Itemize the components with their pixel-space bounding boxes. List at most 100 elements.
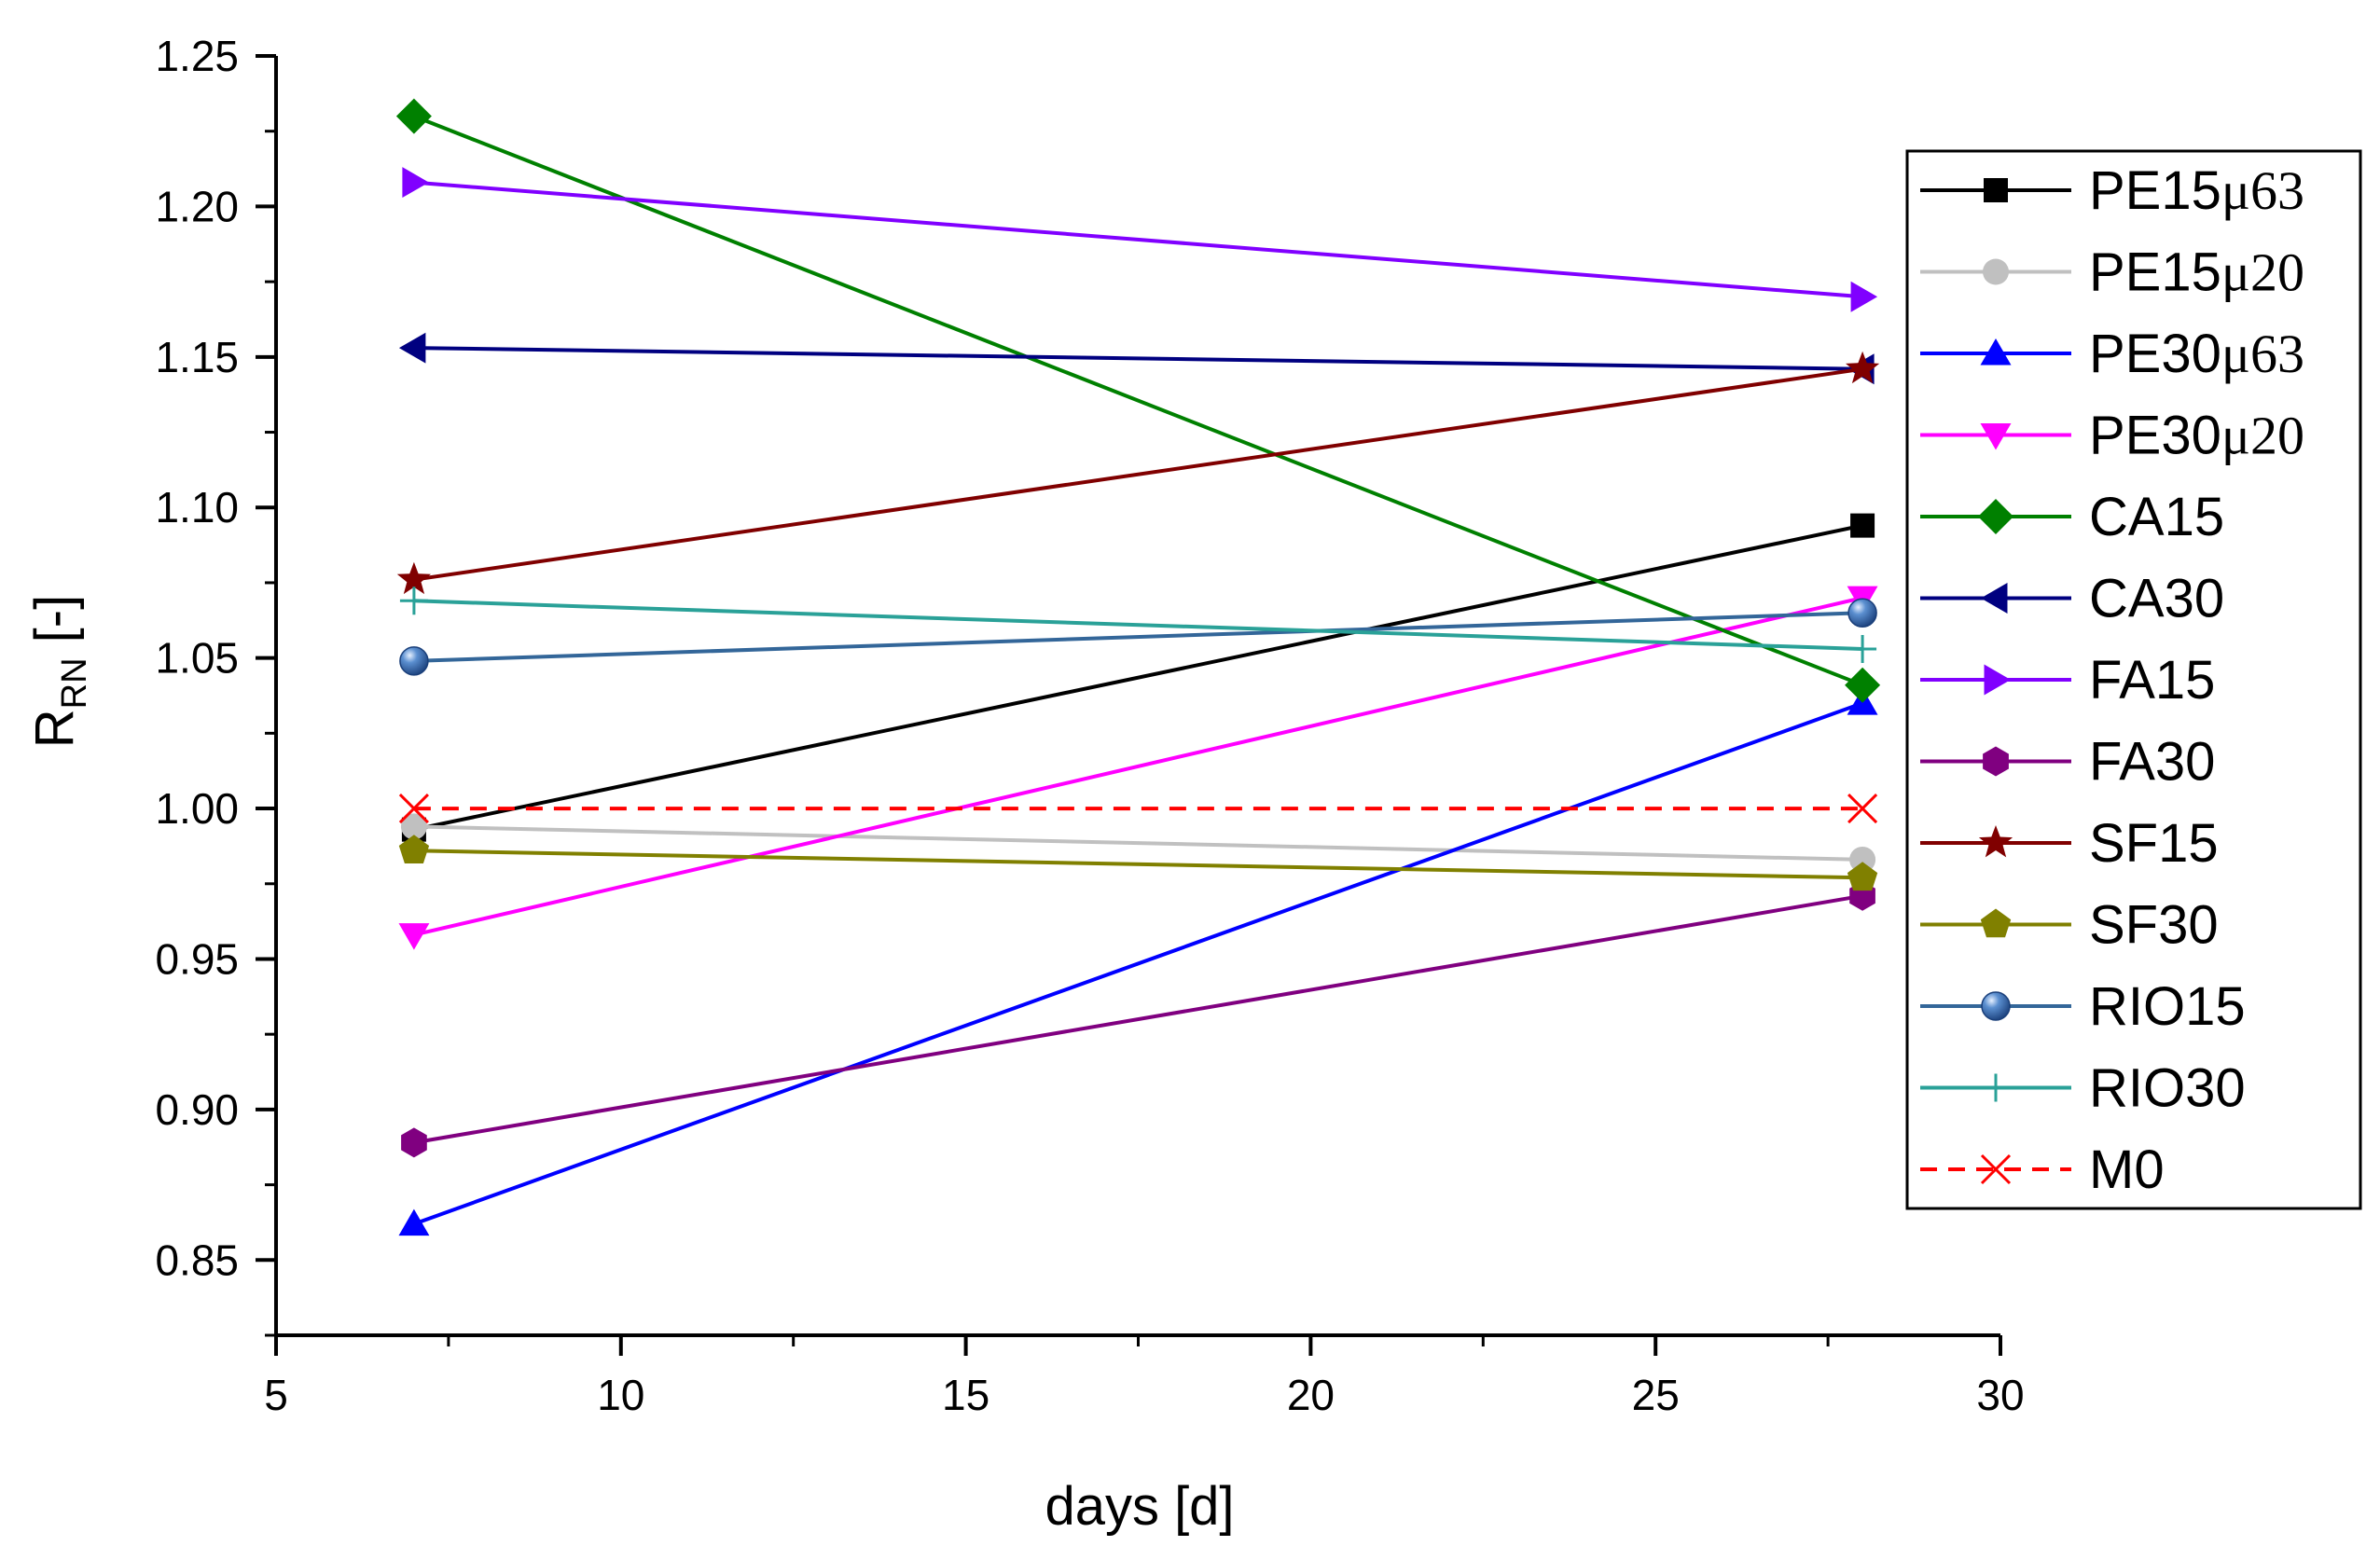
x-tick-label: 15 bbox=[942, 1371, 989, 1419]
series-ca30 bbox=[398, 332, 1875, 385]
data-point bbox=[1847, 598, 1877, 628]
y-tick-label: 0.90 bbox=[155, 1085, 239, 1134]
y-tick-label: 1.25 bbox=[155, 32, 239, 80]
legend-label: SF15 bbox=[2089, 813, 2219, 874]
legend-label-greek: μ63 bbox=[2221, 160, 2304, 221]
legend-label: SF30 bbox=[2089, 895, 2219, 956]
x-axis: 5 10 15 20 25 30 bbox=[264, 1333, 2025, 1419]
series-line bbox=[413, 596, 1863, 937]
data-point bbox=[398, 923, 430, 950]
x-tick-label: 25 bbox=[1632, 1371, 1680, 1419]
legend-marker bbox=[1980, 338, 2012, 366]
data-point bbox=[395, 98, 432, 134]
legend-label-prefix: PE30 bbox=[2089, 324, 2221, 384]
legend-item: RIO30 bbox=[1920, 1058, 2246, 1119]
data-point bbox=[1850, 513, 1875, 538]
series-line bbox=[413, 366, 1863, 582]
legend-marker bbox=[1978, 499, 2013, 534]
legend-label: M0 bbox=[2089, 1139, 2165, 1200]
y-tick-label: 1.05 bbox=[155, 634, 239, 683]
series-m0 bbox=[398, 793, 1878, 824]
legend-label-prefix: PE30 bbox=[2089, 406, 2221, 466]
data-point bbox=[401, 1127, 427, 1158]
series-ca15 bbox=[395, 98, 1881, 703]
series-sf15 bbox=[396, 351, 1880, 595]
data-point bbox=[1846, 351, 1880, 384]
series-line bbox=[413, 701, 1863, 1226]
legend-label: CA30 bbox=[2089, 569, 2224, 629]
series-line bbox=[413, 849, 1863, 880]
legend-label-greek: μ20 bbox=[2221, 242, 2304, 303]
legend-label-greek: μ20 bbox=[2221, 406, 2304, 466]
data-point bbox=[398, 793, 429, 824]
series-line bbox=[413, 824, 1863, 862]
legend-label: PE15μ20 bbox=[2089, 242, 2304, 303]
legend-marker bbox=[1983, 746, 2009, 777]
legend-label: PE30μ63 bbox=[2089, 324, 2304, 384]
series-sf30 bbox=[398, 835, 1878, 891]
series-line bbox=[413, 114, 1863, 687]
data-point bbox=[398, 332, 426, 364]
legend-item: PE30μ20 bbox=[1920, 406, 2304, 466]
series-pe30-mu63 bbox=[398, 688, 1878, 1236]
y-tick-label: 1.15 bbox=[155, 333, 239, 381]
legend-label-prefix: SF15 bbox=[2089, 813, 2219, 874]
legend-label-prefix: RIO30 bbox=[2089, 1058, 2246, 1119]
series-line bbox=[413, 893, 1863, 1145]
legend-label: RIO30 bbox=[2089, 1058, 2246, 1119]
legend-label-prefix: PE15 bbox=[2089, 160, 2221, 221]
y-tick-label: 1.10 bbox=[155, 483, 239, 532]
y-tick-label: 1.20 bbox=[155, 182, 239, 230]
series-line bbox=[413, 180, 1863, 299]
series-line bbox=[413, 599, 1863, 651]
legend-item: PE15μ63 bbox=[1920, 160, 2304, 221]
data-point bbox=[396, 561, 431, 595]
series-rio15 bbox=[399, 598, 1877, 676]
x-tick-label: 5 bbox=[264, 1371, 288, 1419]
x-tick-label: 10 bbox=[597, 1371, 644, 1419]
legend-item: SF15 bbox=[1920, 813, 2219, 874]
y-tick-label: 1.00 bbox=[155, 784, 239, 833]
series-line bbox=[413, 523, 1863, 832]
legend-item: PE15μ20 bbox=[1920, 242, 2304, 303]
x-tick-label: 30 bbox=[1976, 1371, 2024, 1419]
legend-label-greek: μ63 bbox=[2221, 324, 2304, 384]
legend-label: PE30μ20 bbox=[2089, 406, 2304, 466]
legend-marker bbox=[1981, 583, 2008, 614]
legend-marker bbox=[1984, 664, 2011, 696]
legend-label-prefix: SF30 bbox=[2089, 895, 2219, 956]
legend-item: PE30μ63 bbox=[1920, 324, 2304, 384]
y-axis-label-suffix: [-] bbox=[24, 595, 85, 658]
data-point bbox=[1848, 634, 1877, 663]
legend-label-prefix: CA30 bbox=[2089, 569, 2224, 629]
legend-item: CA15 bbox=[1920, 487, 2224, 547]
legend-marker bbox=[1980, 1153, 2012, 1185]
y-axis-label: RRN [-] bbox=[24, 595, 94, 748]
legend-marker bbox=[1983, 258, 2009, 285]
plot-area bbox=[395, 98, 1881, 1236]
legend-label: FA30 bbox=[2089, 732, 2215, 793]
legend-marker bbox=[1982, 1073, 2010, 1102]
series-fa15 bbox=[402, 167, 1878, 312]
y-axis-label-main: R bbox=[24, 709, 85, 748]
legend-label-prefix: RIO15 bbox=[2089, 976, 2246, 1037]
legend-marker bbox=[1978, 825, 2013, 858]
legend-item: CA30 bbox=[1920, 569, 2224, 629]
series-pe15-mu63 bbox=[401, 513, 1875, 842]
legend-label-prefix: PE15 bbox=[2089, 242, 2221, 303]
legend-item: FA30 bbox=[1920, 732, 2215, 793]
x-axis-label: days [d] bbox=[1045, 1476, 1234, 1537]
legend-label-prefix: CA15 bbox=[2089, 487, 2224, 547]
legend-item: FA15 bbox=[1920, 650, 2215, 711]
data-point bbox=[400, 813, 427, 840]
data-point bbox=[1847, 862, 1878, 891]
legend-marker bbox=[1980, 908, 2012, 938]
data-point bbox=[398, 835, 430, 863]
series-line bbox=[413, 346, 1863, 371]
legend: PE15μ63PE15μ20PE30μ63PE30μ20CA15CA30FA15… bbox=[1905, 149, 2362, 1210]
series-fa30 bbox=[401, 880, 1875, 1158]
legend-marker bbox=[1984, 178, 2008, 202]
y-tick-label: 0.85 bbox=[155, 1236, 239, 1284]
x-tick-label: 20 bbox=[1287, 1371, 1335, 1419]
series-line bbox=[413, 611, 1863, 663]
